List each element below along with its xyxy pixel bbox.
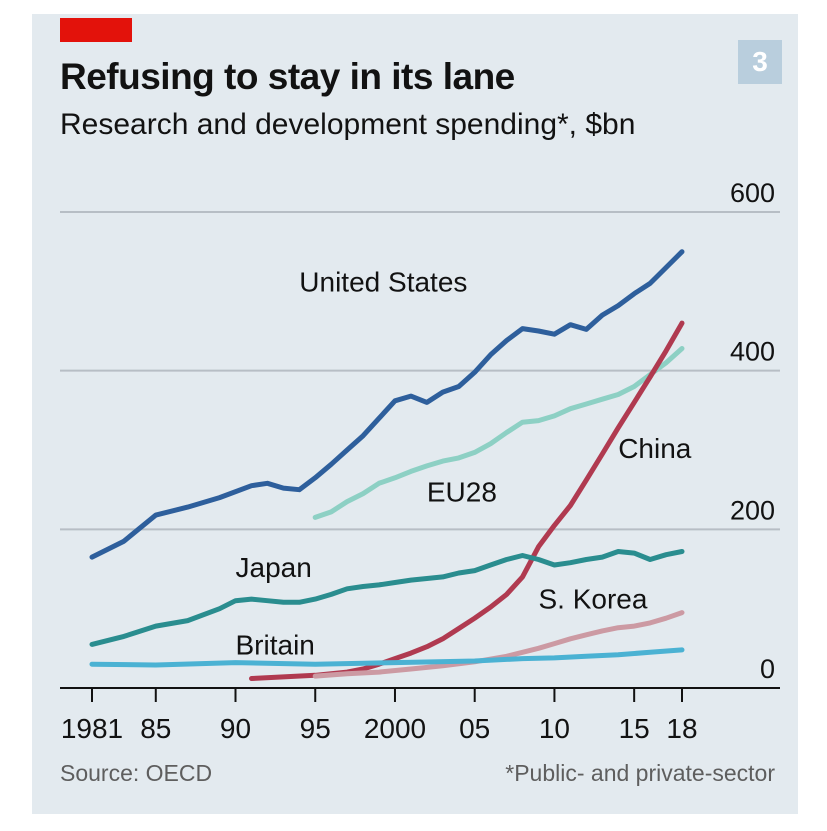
x-tick-label: 85 — [140, 713, 171, 744]
series-label: China — [618, 433, 692, 464]
chart-number-badge: 3 — [738, 40, 782, 84]
series-labels: United States EU28 China Japan S. Korea Brita… — [236, 266, 692, 660]
y-tick-label: 200 — [730, 495, 775, 525]
series-lines — [89, 249, 685, 681]
series-line — [312, 346, 685, 520]
footnote: *Public- and private-sector — [505, 760, 775, 786]
x-tick-label: 90 — [220, 713, 251, 744]
x-tick-label: 05 — [459, 713, 490, 744]
series-label: Japan — [236, 552, 312, 583]
series-label: Britain — [236, 630, 315, 661]
gridlines: 0 200 400 600 — [60, 178, 780, 684]
y-tick-label: 0 — [760, 654, 775, 684]
brand-flag — [60, 18, 132, 42]
series-line — [89, 549, 685, 647]
series-label: United States — [299, 266, 467, 297]
y-tick-label: 400 — [730, 337, 775, 367]
series-line — [89, 249, 685, 560]
x-tick-label: 1981 — [61, 713, 123, 744]
x-tick-label: 15 — [619, 713, 650, 744]
x-tick-label: 95 — [300, 713, 331, 744]
chart-title: Refusing to stay in its lane — [60, 56, 515, 97]
chart-subtitle: Research and development spending*, $bn — [60, 108, 636, 141]
x-axis: 1981 85 90 95 2000 05 10 15 18 — [60, 687, 780, 744]
source-note: Source: OECD — [60, 760, 213, 786]
series-line — [89, 647, 685, 668]
series-line — [249, 320, 685, 681]
series-line — [312, 610, 685, 679]
chart-panel — [32, 14, 798, 814]
series-label: EU28 — [427, 477, 497, 508]
x-tick-label: 2000 — [364, 713, 426, 744]
y-tick-label: 600 — [730, 178, 775, 208]
x-tick-label: 10 — [539, 713, 570, 744]
series-label: S. Korea — [538, 584, 647, 615]
x-tick-label: 18 — [666, 713, 697, 744]
